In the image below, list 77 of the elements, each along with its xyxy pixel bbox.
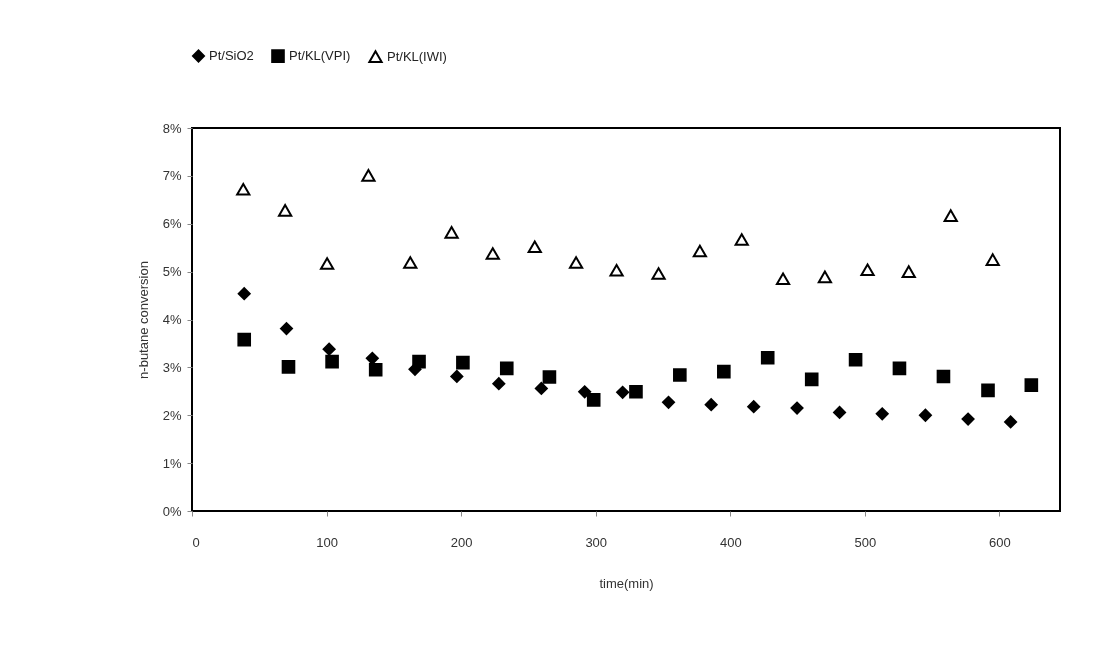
point [322,342,336,356]
point [833,405,847,419]
point [450,369,464,383]
point [848,352,863,367]
point [747,400,761,414]
point [492,377,506,391]
point [1004,415,1018,429]
point [568,256,584,269]
x-tick-label: 200 [450,534,473,550]
point [662,395,675,409]
x-tick-label: 400 [719,534,742,550]
y-tick-label: 2% [162,407,182,423]
legend-label: Pt/KL(IWI) [387,48,447,64]
point [673,368,687,382]
point [629,384,643,399]
x-tick-label: 500 [854,534,877,550]
point [985,253,1000,266]
point [936,369,951,384]
point [578,385,592,399]
point [790,401,804,415]
point [325,354,339,369]
point [717,364,731,379]
point [361,169,376,182]
point [485,247,500,260]
point [319,257,335,270]
point [704,398,718,412]
point [236,182,251,196]
point [237,332,252,347]
point [775,272,791,286]
point [981,383,995,398]
point [616,385,630,399]
legend-label: Pt/SiO2 [209,48,254,64]
point [875,407,889,421]
point [237,287,251,301]
point [534,381,548,395]
point [860,263,875,277]
point [943,209,958,222]
x-tick-label: 600 [989,534,1011,550]
y-tick-label: 0% [162,503,182,519]
y-axis-title: n-butane conversion [135,261,151,379]
y-tick-label: 7% [162,168,182,184]
point [892,361,907,376]
point [444,226,459,239]
point [412,354,426,369]
point [651,267,666,280]
point [1024,378,1039,392]
point [918,408,932,422]
point [278,204,293,217]
point [499,361,514,376]
y-tick-label: 1% [162,455,182,471]
y-tick-label: 6% [162,216,182,232]
x-axis-title: time(min) [599,575,654,591]
point [542,370,557,384]
point [692,244,707,258]
point [403,256,418,269]
y-tick-label: 4% [162,312,182,327]
point [527,240,542,254]
y-tick-label: 3% [162,359,182,375]
x-tick-label: 100 [316,534,338,550]
point [901,265,916,278]
point [804,372,819,387]
point [961,412,975,426]
x-tick-label: 300 [585,534,608,550]
point [609,263,624,277]
point [456,355,470,370]
point [817,270,833,284]
legend-label: Pt/KL(VPI) [289,48,351,64]
point [586,393,601,407]
x-tick-label: 0 [192,534,200,550]
point [734,233,749,246]
y-tick-label: 5% [162,264,182,280]
point [365,351,379,365]
point [368,362,383,377]
y-tick-label: 8% [162,120,182,136]
point [279,322,293,336]
point [281,360,296,374]
point [760,350,775,365]
